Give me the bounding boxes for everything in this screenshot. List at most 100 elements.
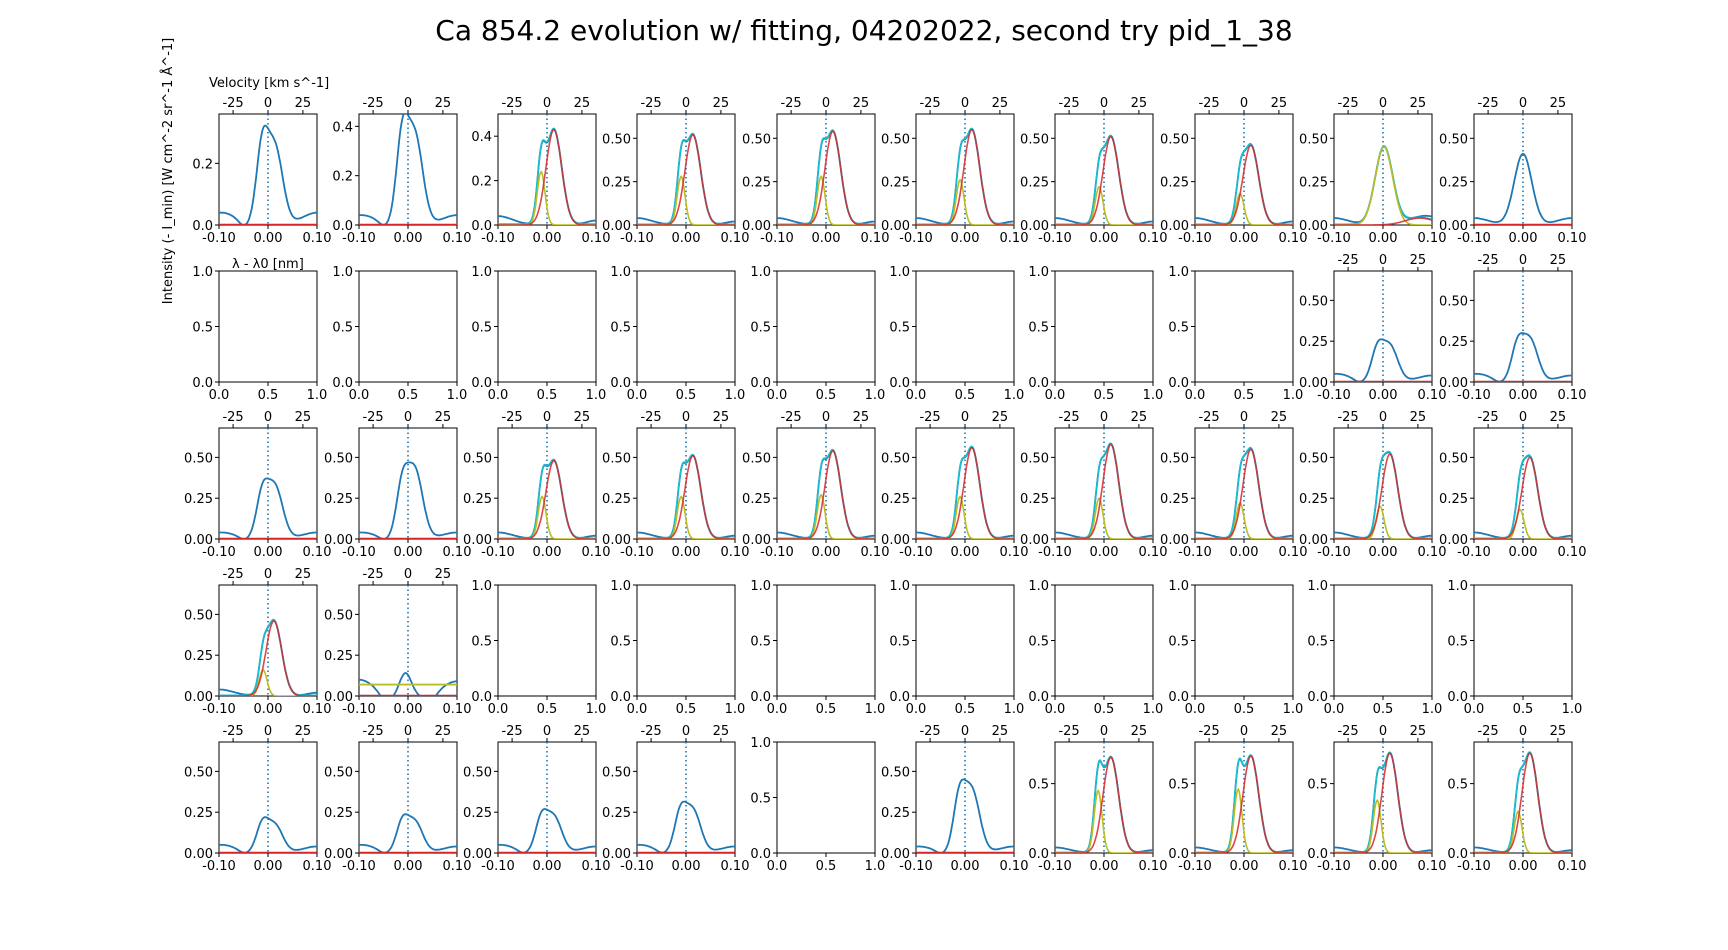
velocity-tick-label: 25 — [713, 410, 730, 425]
x-tick-label: 0.10 — [1558, 388, 1587, 403]
velocity-tick-label: 0 — [543, 410, 551, 425]
y-tick-label: 1.0 — [610, 265, 631, 280]
x-tick-label: 0.00 — [533, 545, 562, 560]
axes-frame — [636, 584, 736, 697]
x-tick-label: 0.10 — [303, 545, 332, 560]
y-tick-label: 0.0 — [471, 376, 492, 391]
plot-area — [916, 114, 1014, 225]
x-tick-label: 1.0 — [307, 388, 328, 403]
x-tick-label: 0.5 — [816, 859, 837, 874]
x-tick-label: 0.00 — [1090, 859, 1119, 874]
observed-profile — [359, 461, 457, 539]
y-tick-label: 0.00 — [463, 847, 492, 862]
x-tick-label: 0.00 — [672, 545, 701, 560]
y-tick-label: 0.50 — [1439, 451, 1468, 466]
red-component-fit — [1334, 752, 1432, 853]
x-tick-label: -0.10 — [202, 231, 236, 246]
x-tick-label: 0.10 — [582, 859, 611, 874]
plot-area — [1195, 114, 1293, 225]
velocity-tick-label: 25 — [1410, 96, 1427, 111]
axes-frame — [358, 270, 458, 383]
blue-component-fit — [1334, 505, 1432, 539]
blue-component-fit — [498, 170, 596, 225]
x-tick-label: -0.10 — [760, 545, 794, 560]
plot-area — [219, 742, 317, 853]
y-tick-label: 0.25 — [184, 649, 213, 664]
axes-frame — [915, 584, 1015, 697]
y-tick-label: 0.25 — [184, 492, 213, 507]
y-tick-label: 0.25 — [1439, 335, 1468, 350]
y-tick-label: 1.0 — [1028, 579, 1049, 594]
red-component-fit — [1334, 453, 1432, 539]
velocity-tick-label: -25 — [1198, 724, 1219, 739]
y-tick-label: 0.00 — [602, 533, 631, 548]
y-tick-label: 0.0 — [1168, 690, 1189, 705]
x-tick-label: 0.0 — [767, 859, 788, 874]
y-tick-label: 0.5 — [610, 321, 631, 336]
x-tick-label: 0.0 — [1464, 702, 1485, 717]
velocity-tick-label: 25 — [295, 410, 312, 425]
velocity-tick-label: -25 — [362, 96, 383, 111]
y-tick-label: 0.5 — [889, 321, 910, 336]
y-tick-label: 0.00 — [184, 533, 213, 548]
x-tick-label: 0.10 — [1418, 388, 1447, 403]
y-tick-label: 0.5 — [332, 321, 353, 336]
y-tick-label: 0.50 — [324, 608, 353, 623]
x-tick-label: 0.10 — [1558, 545, 1587, 560]
y-tick-label: 0.00 — [881, 533, 910, 548]
x-tick-label: 0.00 — [812, 545, 841, 560]
panel-r2-c2: -0.10 0.00 0.10-25 0 250.000.250.50 — [463, 410, 610, 560]
x-tick-label: 0.10 — [303, 859, 332, 874]
panel-r4-c7: -0.10 0.00 0.10 -25 0 25 0.0 0.5 — [1168, 724, 1307, 874]
x-tick-label: 0.00 — [254, 702, 283, 717]
y-tick-label: 0.0 — [750, 376, 771, 391]
y-tick-label: 1.0 — [889, 265, 910, 280]
axes-frame — [1054, 584, 1154, 697]
velocity-tick-label: -25 — [222, 567, 243, 582]
plot-area — [1195, 428, 1293, 539]
y-tick-label: 0.0 — [1168, 376, 1189, 391]
x-tick-label: 1.0 — [1422, 702, 1443, 717]
y-tick-label: 1.0 — [1168, 579, 1189, 594]
y-tick-label: 0.25 — [1439, 176, 1468, 191]
red-component-fit — [916, 446, 1014, 539]
x-tick-label: 1.0 — [1143, 702, 1164, 717]
x-tick-label: 0.10 — [861, 231, 890, 246]
x-tick-label: 0.00 — [1369, 545, 1398, 560]
panel-r4-c0: -0.10 0.00 0.10-25 0 250.000.250.50 — [184, 724, 331, 874]
y-tick-label: 0.25 — [1020, 492, 1049, 507]
x-tick-label: 0.5 — [537, 388, 558, 403]
blue-component-fit — [777, 493, 875, 539]
x-tick-label: 0.10 — [582, 545, 611, 560]
panel-r4-c5: -0.10 0.00 0.10-25 0 250.000.250.50 — [881, 724, 1028, 874]
y-tick-label: 0.00 — [184, 690, 213, 705]
x-tick-label: 0.00 — [254, 231, 283, 246]
plot-area — [777, 114, 875, 225]
x-tick-label: 0.10 — [861, 545, 890, 560]
observed-profile — [359, 672, 457, 696]
velocity-tick-label: 0 — [404, 96, 412, 111]
red-component-fit — [1195, 448, 1293, 539]
y-tick-label: 0.25 — [324, 649, 353, 664]
velocity-tick-label: 25 — [435, 567, 452, 582]
velocity-tick-label: 25 — [574, 96, 591, 111]
velocity-tick-label: -25 — [1337, 410, 1358, 425]
panel-r2-c6: -0.10 0.00 0.10-25 0 250.000.250.50 — [1020, 410, 1167, 560]
x-tick-label: 0.5 — [1094, 702, 1115, 717]
y-tick-label: 0.0 — [1168, 847, 1189, 862]
plot-area — [1474, 271, 1572, 382]
y-tick-label: 0.5 — [1307, 635, 1328, 650]
x-tick-label: -0.10 — [1317, 859, 1351, 874]
plot-area — [637, 742, 735, 853]
velocity-tick-label: -25 — [362, 724, 383, 739]
y-tick-label: 0.2 — [471, 175, 492, 190]
plot-area — [1055, 742, 1153, 853]
y-tick-label: 0.5 — [1447, 778, 1468, 793]
y-tick-label: 0.5 — [889, 635, 910, 650]
blue-component-fit — [777, 175, 875, 225]
plot-area — [498, 428, 596, 539]
observed-profile — [1195, 143, 1293, 225]
y-tick-label: 0.25 — [1299, 335, 1328, 350]
y-tick-label: 0.00 — [1299, 219, 1328, 234]
y-tick-label: 0.50 — [184, 608, 213, 623]
